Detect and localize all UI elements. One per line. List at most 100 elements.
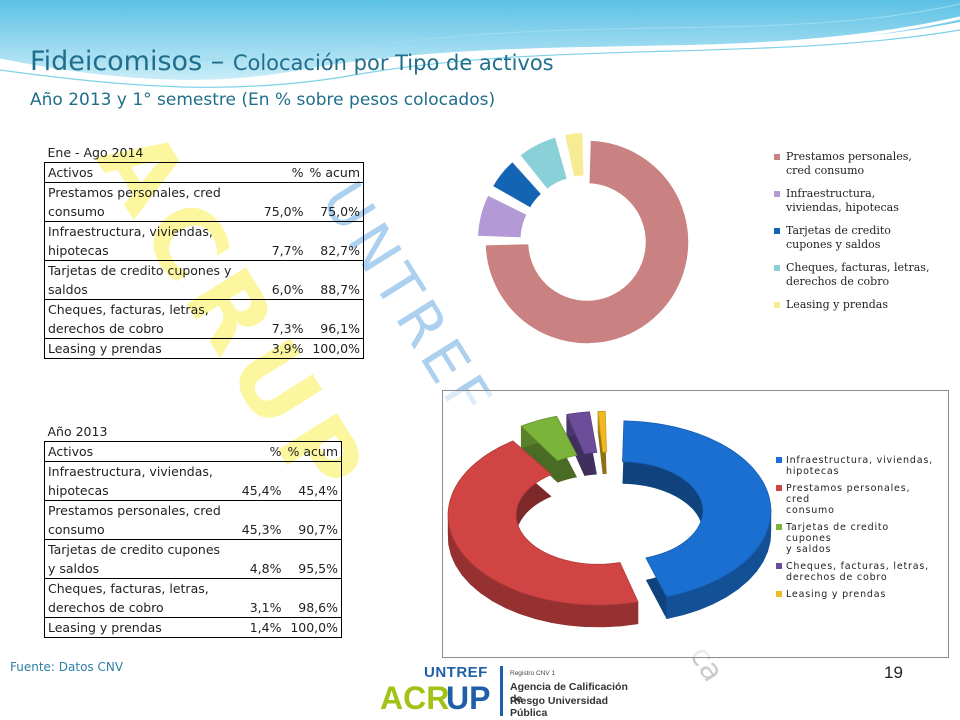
doughnut-slice-side bbox=[521, 438, 577, 483]
row-pct: 7,7% bbox=[250, 241, 307, 261]
row-acum: 45,4% bbox=[284, 481, 342, 501]
logo-up-text: UP bbox=[446, 680, 491, 716]
header-acum: % acum bbox=[284, 441, 342, 462]
doughnut-chart-2014 bbox=[476, 131, 690, 345]
page-number: 19 bbox=[884, 663, 903, 682]
header-pct: % bbox=[230, 441, 285, 462]
title-rest: Colocación por Tipo de activos bbox=[232, 51, 554, 75]
row-label: Infraestructura, viviendas, bbox=[43, 221, 251, 241]
row-acum: 90,7% bbox=[284, 520, 342, 540]
row-acum: 96,1% bbox=[306, 319, 364, 339]
legend-swatch bbox=[776, 485, 782, 491]
row-pct: 45,3% bbox=[230, 520, 285, 540]
row-pct: 45,4% bbox=[230, 481, 285, 501]
page-subtitle: Año 2013 y 1° semestre (En % sobre pesos… bbox=[30, 90, 496, 110]
legend-label: cupones y saldos bbox=[786, 238, 881, 251]
row-acum: 95,5% bbox=[284, 559, 342, 579]
legend-label: Infraestructura, bbox=[786, 187, 876, 200]
doughnut-slice-wall bbox=[666, 592, 684, 620]
legend-2014: Prestamos personales, cred consumo Infrae… bbox=[774, 150, 934, 321]
row-label: Tarjetas de credito cupones bbox=[44, 539, 231, 559]
table-ene-ago-2014: Ene - Ago 2014 Activos % % acum Prestamo… bbox=[43, 144, 364, 359]
row-label: Prestamos personales, cred bbox=[43, 182, 251, 202]
logo-divider bbox=[500, 666, 503, 716]
doughnut-slice bbox=[447, 440, 639, 606]
legend-item: Infraestructura, viviendas, hipotecas bbox=[774, 187, 934, 215]
doughnut-slice bbox=[597, 410, 607, 453]
row-acum: 88,7% bbox=[306, 280, 364, 300]
logo-untref-text: UNTREF bbox=[424, 664, 488, 681]
row-label: Tarjetas de credito cupones y bbox=[43, 260, 251, 280]
doughnut-slice bbox=[484, 139, 690, 345]
row-label: Cheques, facturas, letras, bbox=[43, 299, 251, 319]
source-note: Fuente: Datos CNV bbox=[10, 660, 124, 674]
row-pct: 75,0% bbox=[250, 202, 307, 222]
row-pct: 1,4% bbox=[230, 617, 285, 638]
header-acum: % acum bbox=[306, 162, 364, 183]
row-acum: 100,0% bbox=[306, 338, 364, 359]
legend-label: Cheques, facturas, letras, bbox=[786, 261, 930, 274]
legend-swatch bbox=[774, 191, 780, 197]
doughnut-slice-wall bbox=[585, 604, 604, 628]
row-label: derechos de cobro bbox=[44, 598, 231, 618]
row-pct: 3,1% bbox=[230, 598, 285, 618]
acrup-logo: UNTREF ACR UP Registro CNV 1 Agencia de … bbox=[380, 660, 640, 719]
doughnut-slice bbox=[520, 415, 578, 462]
logo-acr-text: ACR bbox=[380, 680, 450, 716]
row-pct: 4,8% bbox=[230, 559, 285, 579]
page-title: Fideicomisos – Colocación por Tipo de ac… bbox=[30, 46, 554, 77]
legend-label: Leasing y prendas bbox=[786, 298, 889, 311]
row-acum: 75,0% bbox=[306, 202, 364, 222]
row-label: derechos de cobro bbox=[43, 319, 251, 339]
doughnut-slice bbox=[622, 420, 772, 598]
table-caption: Ene - Ago 2014 bbox=[47, 145, 144, 160]
legend-item: Leasing y prendas bbox=[774, 298, 934, 312]
doughnut-slice-wall bbox=[620, 601, 639, 627]
row-label: Prestamos personales, cred bbox=[44, 500, 231, 520]
row-pct: 7,3% bbox=[250, 319, 307, 339]
row-label: hipotecas bbox=[43, 241, 251, 261]
row-label: Leasing y prendas bbox=[44, 617, 231, 638]
row-acum: 98,6% bbox=[284, 598, 342, 618]
legend-swatch bbox=[776, 524, 782, 530]
legend-label: cred consumo bbox=[786, 164, 865, 177]
legend-item: Tarjetas de credito cupones y saldos bbox=[774, 224, 934, 252]
row-label: Cheques, facturas, letras, bbox=[44, 578, 231, 598]
doughnut-chart-2013 bbox=[447, 410, 772, 628]
legend-swatch bbox=[774, 265, 780, 271]
legend-label: Prestamos personales, cred bbox=[786, 483, 911, 505]
legend-label: Cheques, facturas, letras, bbox=[786, 561, 929, 572]
header-pct: % bbox=[250, 162, 307, 183]
legend-swatch bbox=[774, 302, 780, 308]
legend-swatch bbox=[776, 563, 782, 569]
row-acum: 100,0% bbox=[284, 617, 342, 638]
legend-item: Tarjetas de credito cupones y saldos bbox=[776, 522, 936, 555]
row-pct: 3,9% bbox=[250, 338, 307, 359]
legend-label: Prestamos personales, bbox=[786, 150, 912, 163]
legend-item: Leasing y prendas bbox=[776, 589, 936, 600]
doughnut-slice-wall bbox=[551, 600, 569, 626]
row-label: consumo bbox=[43, 202, 251, 222]
row-label: Infraestructura, viviendas, bbox=[44, 461, 231, 481]
doughnut-slice-wall bbox=[603, 603, 622, 628]
legend-label: derechos de cobro bbox=[786, 572, 888, 583]
legend-item: Prestamos personales, cred consumo bbox=[774, 150, 934, 178]
legend-label: y saldos bbox=[786, 544, 832, 555]
table-ano-2013: Año 2013 Activos % % acum Infraestructur… bbox=[44, 423, 342, 638]
logo-line-1: Agencia de Calificación de bbox=[510, 681, 628, 705]
row-acum: 82,7% bbox=[306, 241, 364, 261]
legend-label: Tarjetas de credito cupones bbox=[786, 522, 890, 544]
legend-swatch bbox=[774, 154, 780, 160]
header-activos: Activos bbox=[44, 441, 231, 462]
legend-swatch bbox=[774, 228, 780, 234]
logo-registro: Registro CNV 1 bbox=[510, 670, 556, 677]
header-activos: Activos bbox=[43, 162, 251, 183]
doughnut-slice bbox=[476, 193, 529, 239]
doughnut-slice-wall bbox=[568, 602, 587, 628]
title-main: Fideicomisos bbox=[30, 46, 203, 77]
logo-line-2: Riesgo Universidad Pública bbox=[510, 695, 609, 719]
legend-label: Infraestructura, viviendas, bbox=[786, 455, 933, 466]
doughnut-slice bbox=[491, 160, 543, 210]
legend-label: viviendas, hipotecas bbox=[786, 201, 899, 214]
